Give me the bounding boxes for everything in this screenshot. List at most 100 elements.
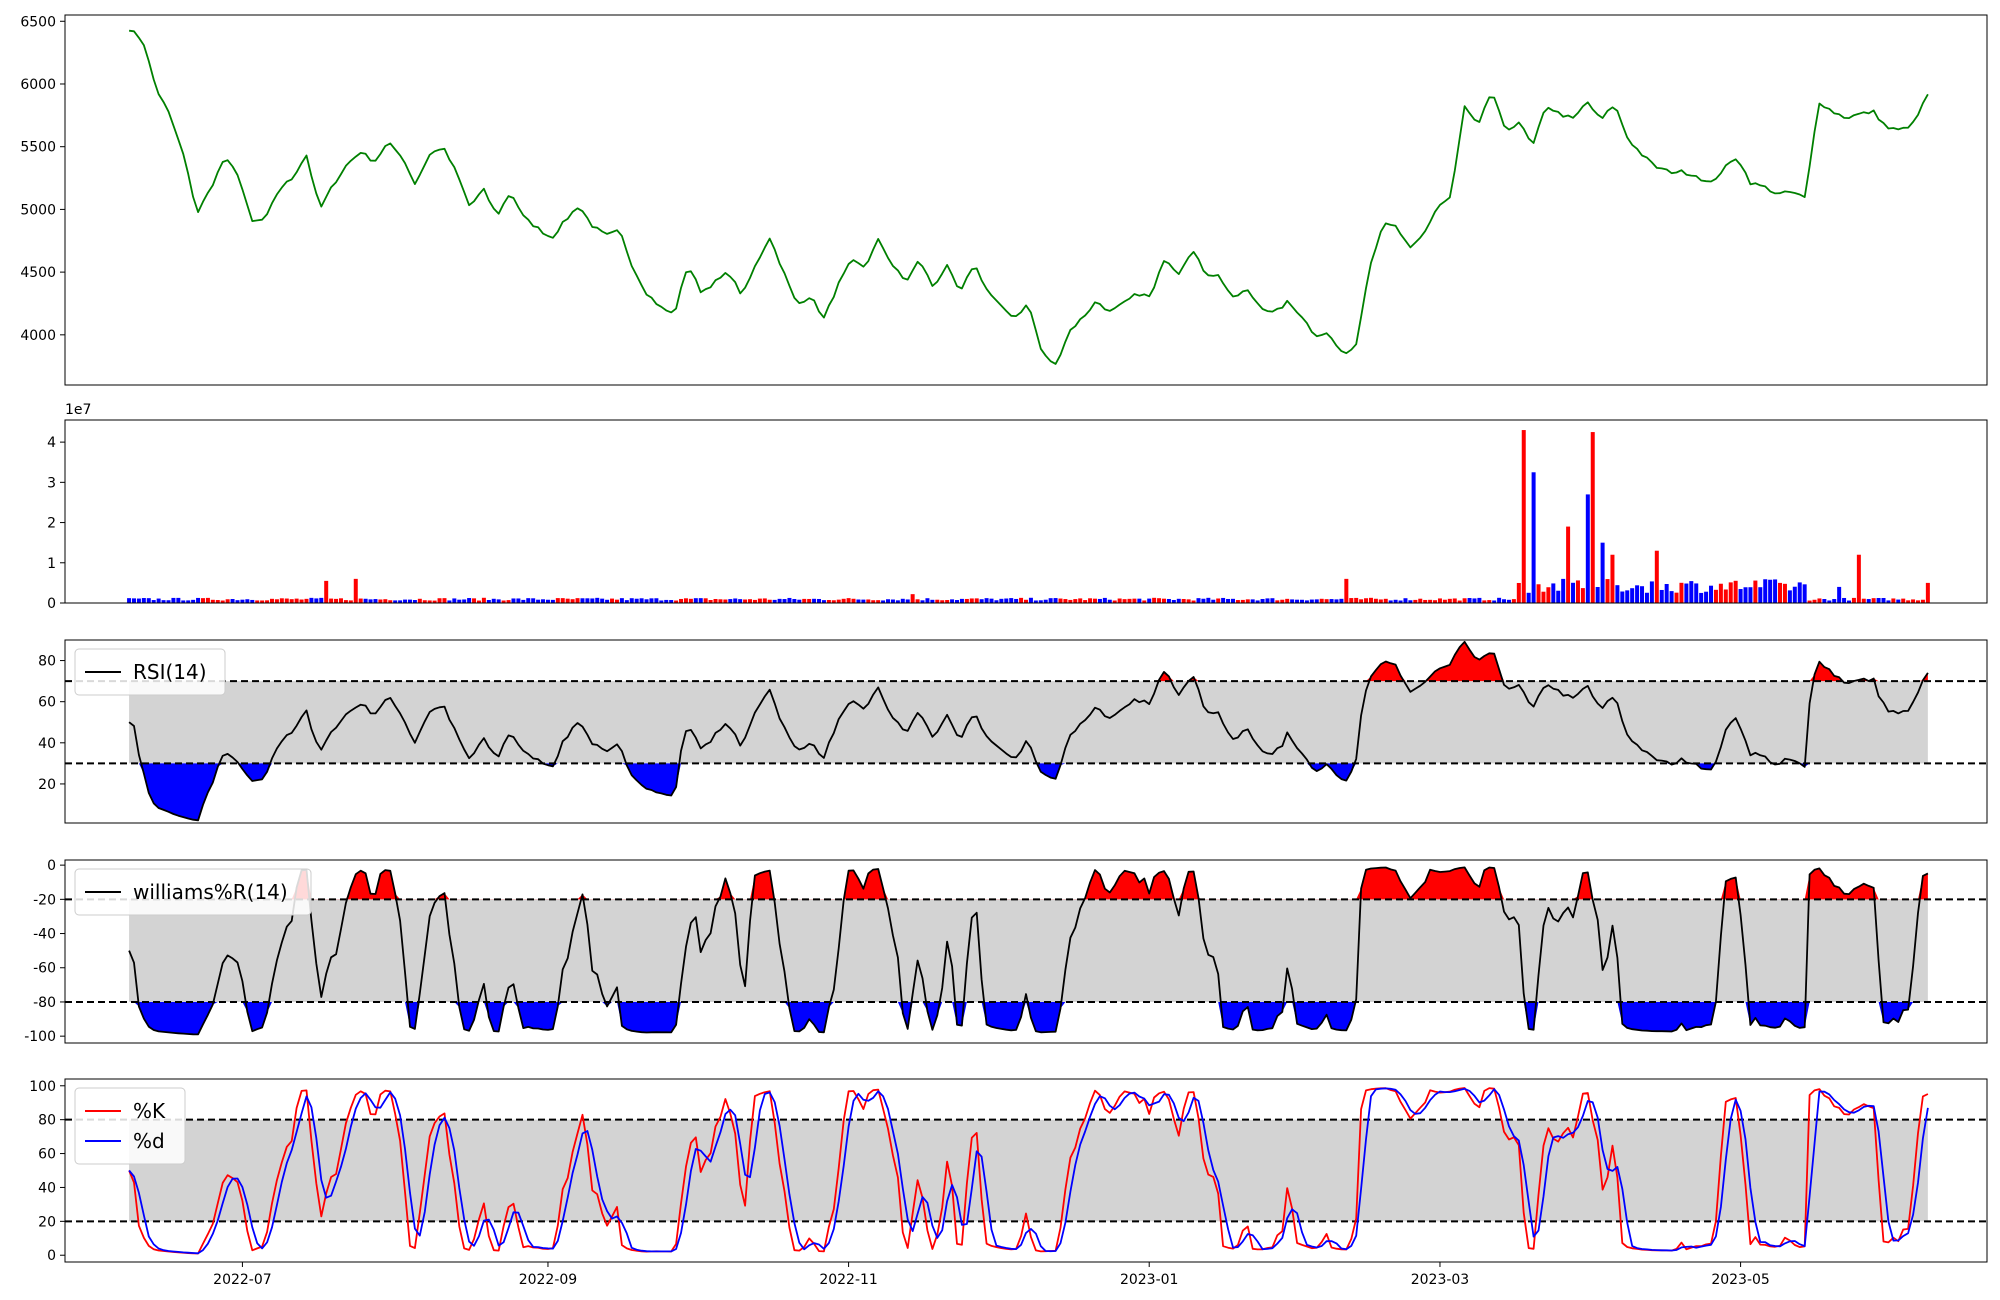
volume-bar xyxy=(1748,587,1753,603)
volume-bar xyxy=(521,599,526,603)
volume-bar xyxy=(1127,598,1132,603)
volume-bar xyxy=(955,600,960,603)
volume-bar xyxy=(496,599,501,603)
rsi-band xyxy=(129,681,1928,764)
volume-bar xyxy=(368,599,373,603)
volume-bar xyxy=(575,598,580,603)
volume-bar xyxy=(403,599,408,603)
volume-bar xyxy=(442,598,447,603)
volume-bar xyxy=(1447,598,1452,603)
volume-bar xyxy=(634,598,639,603)
volume-bar xyxy=(250,599,255,603)
volume-bar xyxy=(462,599,467,603)
date-tick-label: 2022-07 xyxy=(213,1272,272,1288)
volume-bar xyxy=(1674,592,1679,603)
volume-bar xyxy=(1403,598,1408,603)
volume-bar xyxy=(314,598,319,603)
volume-bar xyxy=(1556,590,1561,603)
rsi-line xyxy=(128,640,1929,822)
date-tick-label: 2023-03 xyxy=(1411,1272,1470,1288)
volume-bar xyxy=(1344,578,1349,603)
volume-bar xyxy=(1876,598,1881,603)
volume-bar xyxy=(1881,598,1886,603)
volume-bar xyxy=(531,598,536,603)
volume-bar xyxy=(457,599,462,603)
price-panel: 4000 4500 5000 5500 6000 6500 xyxy=(20,14,1988,386)
volume-bar xyxy=(1891,598,1896,603)
volume-bar xyxy=(866,599,871,603)
volume-bar xyxy=(1240,599,1245,603)
volume-bar xyxy=(235,600,240,603)
volume-bar xyxy=(274,599,279,603)
volume-bar xyxy=(1226,598,1231,603)
volume-bar xyxy=(550,599,555,603)
price-y-axis: 4000 4500 5000 5500 6000 6500 xyxy=(20,14,65,344)
volume-bar xyxy=(1196,598,1201,603)
volume-bar xyxy=(294,598,299,603)
volume-bar xyxy=(1511,599,1516,603)
volume-bar xyxy=(1309,599,1314,603)
stoch-y-axis: 0 20 40 60 80 100 xyxy=(29,1079,65,1264)
volume-bar xyxy=(1467,598,1472,603)
volume-bar xyxy=(1235,600,1240,603)
volume-bar xyxy=(787,597,792,603)
volume-bar xyxy=(871,600,876,603)
volume-bar xyxy=(1299,599,1304,603)
volume-bar xyxy=(1856,554,1861,603)
volume-bar xyxy=(812,598,817,603)
volume-bar xyxy=(452,598,457,603)
volume-bar xyxy=(664,599,669,603)
williams-y-tick-label: -40 xyxy=(33,927,56,943)
volume-bar xyxy=(1709,585,1714,603)
volume-bar xyxy=(1393,599,1398,603)
volume-bar xyxy=(200,598,205,603)
volume-bar xyxy=(1861,598,1866,603)
volume-bar xyxy=(1211,599,1216,603)
volume-bar xyxy=(1477,597,1482,603)
volume-bar xyxy=(1610,554,1615,603)
volume-bar xyxy=(679,598,684,603)
volume-bar xyxy=(738,599,743,603)
volume-bar xyxy=(1373,598,1378,603)
volume-bar xyxy=(1176,598,1181,603)
volume-bar xyxy=(693,598,698,603)
volume-bar xyxy=(876,600,881,603)
williams-y-tick-label: -80 xyxy=(33,995,56,1011)
volume-bar xyxy=(846,598,851,603)
volume-bar xyxy=(1792,586,1797,603)
volume-bar xyxy=(1782,583,1787,603)
volume-bar xyxy=(1684,583,1689,603)
volume-bar xyxy=(590,598,595,603)
volume-bar xyxy=(196,597,201,603)
volume-bar xyxy=(388,600,393,603)
volume-bar xyxy=(220,600,225,603)
volume-bar xyxy=(373,599,378,603)
volume-bar xyxy=(1053,598,1058,603)
volume-bar xyxy=(1738,589,1743,603)
volume-bar xyxy=(649,598,654,603)
volume-bar xyxy=(1383,598,1388,603)
rsi-panel: 20 40 60 80 RSI(14) xyxy=(38,639,1988,824)
volume-bar xyxy=(378,599,383,603)
volume-bar xyxy=(1901,598,1906,603)
volume-bar xyxy=(1186,599,1191,603)
volume-bar xyxy=(1009,598,1014,603)
volume-bar xyxy=(1743,587,1748,603)
volume-bar xyxy=(1285,598,1290,603)
volume-bar xyxy=(1314,599,1319,603)
stoch-legend: %K %d xyxy=(74,1087,186,1165)
williams-y-tick-label: -20 xyxy=(33,892,56,908)
volume-bar xyxy=(1635,585,1640,603)
volume-bar xyxy=(1280,599,1285,603)
volume-bar xyxy=(585,598,590,603)
volume-bar xyxy=(324,580,329,603)
volume-bar xyxy=(1561,578,1566,603)
volume-bar xyxy=(920,600,925,603)
volume-bar xyxy=(1122,599,1127,603)
volume-bar xyxy=(999,598,1004,603)
volume-bar xyxy=(1472,598,1477,603)
volume-bar xyxy=(1319,598,1324,603)
volume-bar xyxy=(136,598,141,603)
volume-bar xyxy=(703,598,708,603)
volume-bar xyxy=(669,600,674,603)
